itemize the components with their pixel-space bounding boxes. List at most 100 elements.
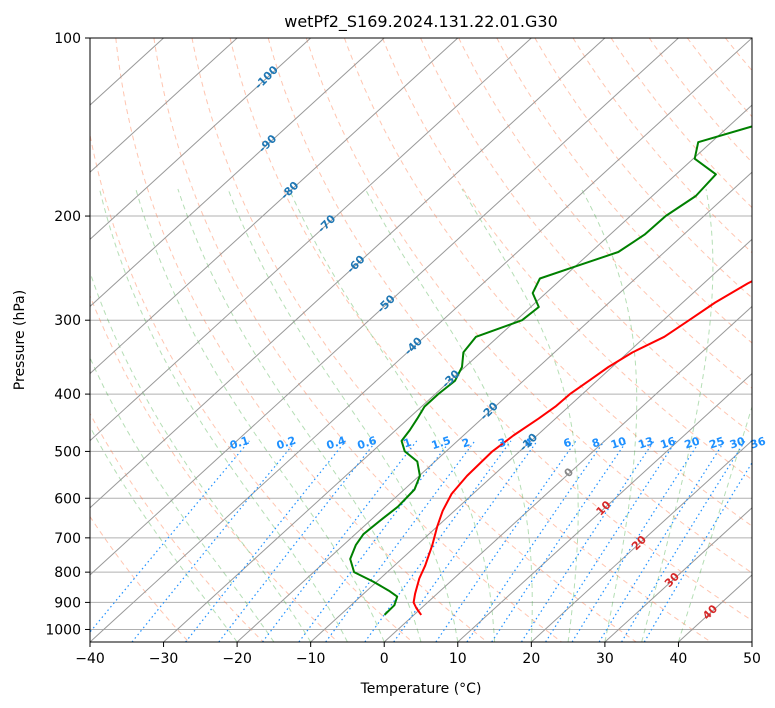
grid-layer <box>90 38 752 642</box>
moist-adiabat-line <box>581 188 638 642</box>
x-tick-label: 30 <box>596 651 614 667</box>
mixing-ratio-line <box>131 440 297 642</box>
y-tick-label: 700 <box>54 531 81 547</box>
isotherm-line <box>236 171 752 642</box>
y-tick-label: 500 <box>54 444 81 460</box>
y-tick-label: 800 <box>54 565 81 581</box>
dry-adiabat-line <box>382 38 752 481</box>
x-tick-label: −30 <box>149 651 179 667</box>
y-tick-label: 900 <box>54 595 81 611</box>
dry-adiabat-line <box>534 38 752 299</box>
x-axis-label: Temperature (°C) <box>360 681 482 697</box>
mixing-ratio-label: 25 <box>708 435 727 452</box>
plot-frame <box>89 37 753 643</box>
isotherm-line <box>604 507 752 642</box>
y-axis-label: Pressure (hPa) <box>12 290 28 390</box>
isotherm-line <box>90 38 385 308</box>
mixing-ratio-line <box>571 440 701 642</box>
y-tick-label: 200 <box>54 209 81 225</box>
mixing-ratio-label: 30 <box>728 434 747 451</box>
mixing-ratio-line <box>262 440 418 642</box>
x-tick-label: −40 <box>75 651 105 667</box>
y-tick-label: 100 <box>54 31 81 47</box>
dry-adiabat-line <box>90 412 264 642</box>
isotherm-line <box>90 38 532 442</box>
moist-adiabat-line <box>90 356 275 642</box>
isotherm-line <box>90 38 679 576</box>
mixing-ratio-line <box>598 440 726 642</box>
moist-adiabat-line <box>135 188 385 642</box>
mixing-ratio-label: 6 <box>562 436 574 451</box>
data-layer <box>349 125 752 616</box>
dry-adiabat-line <box>115 38 488 642</box>
x-tick-label: 20 <box>522 651 540 667</box>
x-tick-label: −10 <box>296 651 326 667</box>
mixing-ratio-label: 10 <box>609 434 628 451</box>
temperature-line <box>412 280 752 616</box>
mixing-ratio-label: 20 <box>683 434 702 451</box>
mixing-ratio-label: 36 <box>749 434 768 451</box>
dry-adiabat-line <box>191 38 637 642</box>
dry-adiabat-line <box>229 38 712 642</box>
isotherm-line <box>90 38 312 241</box>
mixing-ratio-line <box>393 440 538 642</box>
mixing-ratio-label: 1 <box>402 436 413 451</box>
dewpoint-line <box>349 125 752 616</box>
isotherm-line <box>90 38 752 642</box>
isotherm-line <box>90 38 238 173</box>
dry-adiabat-line <box>610 38 752 209</box>
mixing-ratio-line <box>185 440 347 642</box>
y-tick-label: 600 <box>54 491 81 507</box>
x-tick-label: 40 <box>670 651 688 667</box>
dry-adiabat-line <box>343 38 752 527</box>
moist-adiabat-line <box>90 270 312 642</box>
mixing-ratio-label: 4 <box>523 436 535 451</box>
mixing-ratio-label: 2 <box>460 436 471 451</box>
dry-adiabat-line <box>90 515 190 642</box>
mixing-ratio-label: 0.2 <box>275 434 298 452</box>
x-tick-label: 50 <box>743 651 761 667</box>
y-tick-label: 400 <box>54 387 81 403</box>
isotherm-line <box>457 372 752 642</box>
x-tick-label: −20 <box>222 651 252 667</box>
mixing-ratio-label: 13 <box>637 435 656 452</box>
mixing-ratio-line <box>621 440 746 642</box>
dry-adiabat-line <box>496 38 752 344</box>
x-tick-label: 0 <box>380 651 389 667</box>
moist-adiabat-line <box>99 188 348 642</box>
mixing-ratio-line <box>364 440 512 642</box>
mixing-ratio-line <box>90 440 250 633</box>
isotherm-line <box>90 38 606 509</box>
dry-adiabat-line <box>648 38 752 163</box>
dry-adiabat-line <box>153 38 562 642</box>
dry-adiabat-line <box>267 38 752 622</box>
mixing-ratio-label: 0.4 <box>325 434 348 452</box>
moist-adiabat-line <box>364 188 533 642</box>
mixing-ratio-line <box>643 461 752 642</box>
dry-adiabat-line <box>90 132 413 642</box>
moist-adiabat-line <box>227 188 459 642</box>
moist-adiabat-line <box>177 188 422 642</box>
dry-adiabat-line <box>305 38 752 574</box>
mixing-ratio-label: 1.5 <box>430 434 453 452</box>
mixing-ratio-label: 16 <box>659 434 678 451</box>
moist-adiabat-line <box>288 188 496 642</box>
isotherm-line <box>530 439 752 642</box>
mixing-ratio-label: 8 <box>590 436 601 451</box>
moist-adiabat-line <box>677 405 752 642</box>
mixing-ratio-line <box>520 440 655 642</box>
isotherm-line <box>383 305 752 642</box>
mixing-ratio-label: 0.1 <box>228 434 251 452</box>
axis-layer: −40 −30 −20 −10 0 10 20 30 40 5010020030040050060… <box>45 31 761 667</box>
y-tick-label: 1000 <box>45 622 81 638</box>
dry-adiabat-line <box>90 294 339 642</box>
moist-adiabat-line <box>90 425 238 642</box>
chart-title: wetPf2_S169.2024.131.22.01.G30 <box>284 12 558 32</box>
isotherm-line <box>90 38 459 375</box>
x-tick-label: 10 <box>449 651 467 667</box>
y-tick-label: 300 <box>54 313 81 329</box>
moist-adiabat-line <box>641 188 714 642</box>
mixing-ratio-label: 0.6 <box>356 434 379 452</box>
isotherm-line <box>163 104 752 642</box>
